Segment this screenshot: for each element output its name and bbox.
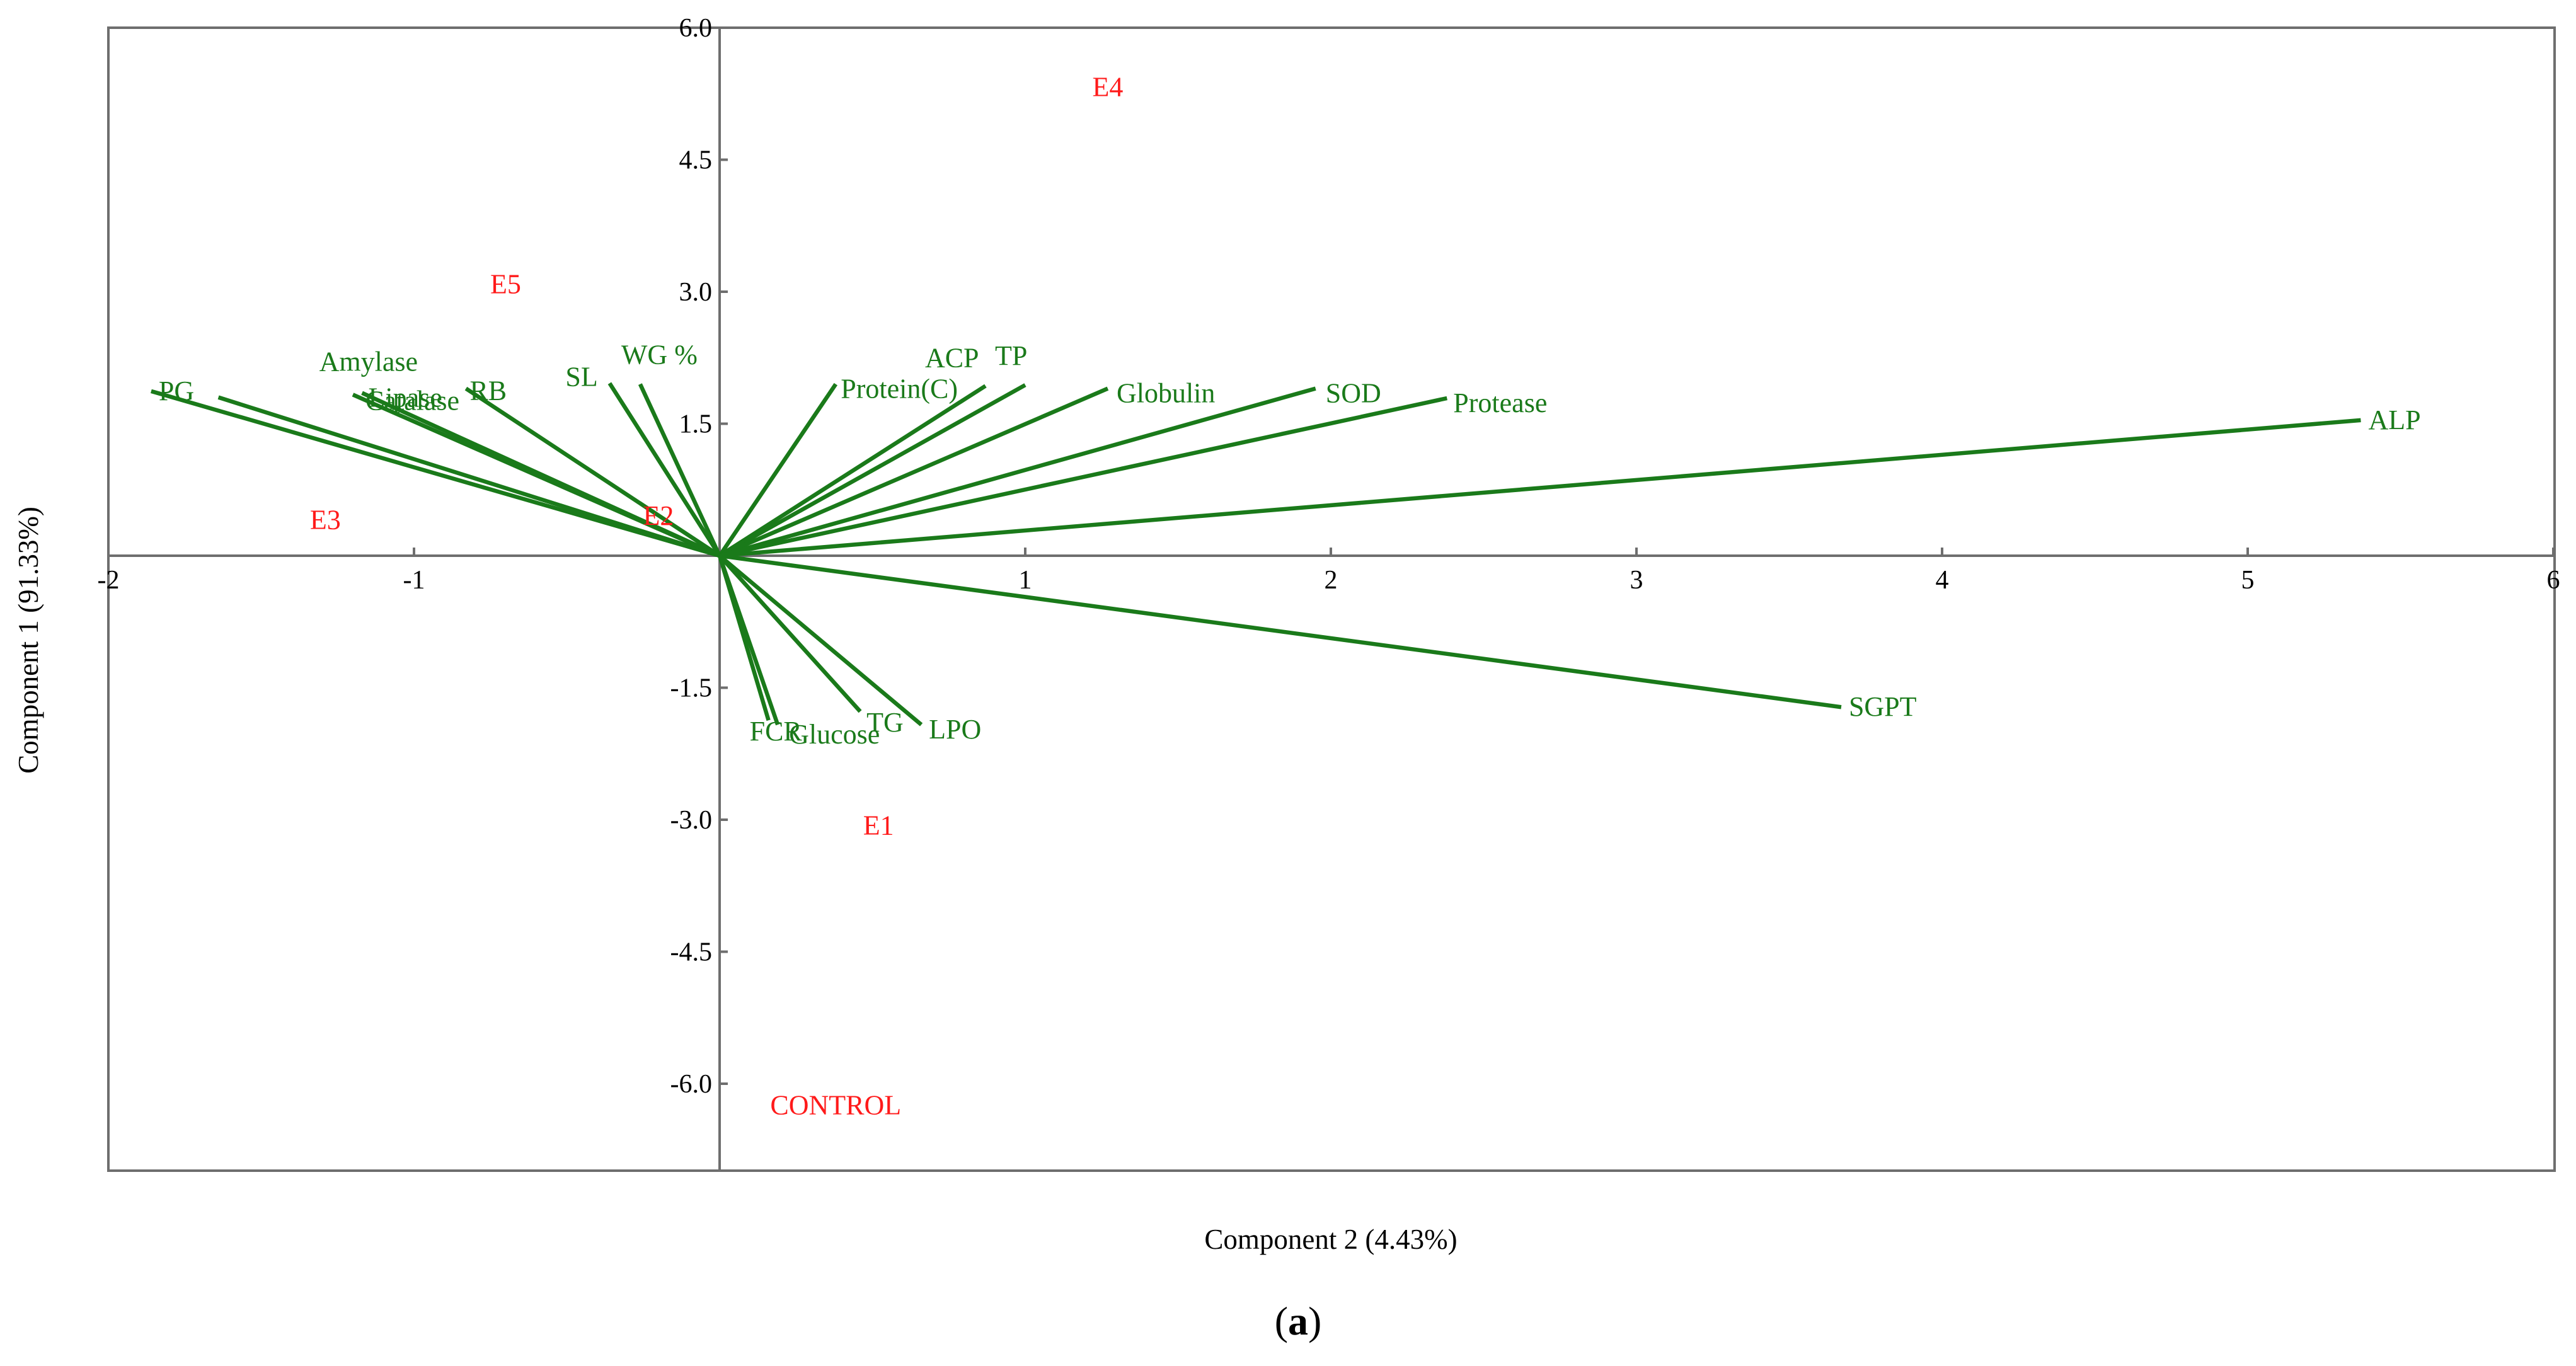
plot-frame <box>107 26 2556 1172</box>
caption-open: ( <box>1275 1299 1288 1343</box>
loading-vector <box>717 554 780 726</box>
loading-label: Amylase <box>319 347 418 377</box>
loading-vector <box>464 386 721 558</box>
y-tick-label: 3.0 <box>679 278 713 307</box>
sample-points: E4 E5 E3 E2 E1 CONTROL <box>310 72 1123 1121</box>
y-tick-label: 4.5 <box>679 146 713 175</box>
loading-vector <box>719 418 2361 558</box>
loading-label: WG % <box>621 340 698 370</box>
y-tick-label: -6.0 <box>670 1070 713 1099</box>
x-tick-label: -2 <box>98 566 120 595</box>
loading-label: Lipase <box>369 382 442 413</box>
y-axis-label: Component 1 (91.33%) <box>13 507 44 774</box>
x-tick-label: -1 <box>403 566 425 595</box>
loading-vector <box>718 382 837 557</box>
loading-label: ACP <box>925 342 979 373</box>
figure-caption: (a) <box>1275 1299 1322 1343</box>
sample-label: E4 <box>1093 72 1124 103</box>
loading-vector <box>719 396 1447 558</box>
caption-letter: a <box>1288 1299 1308 1343</box>
loading-label: PG <box>159 376 194 406</box>
loading-vector <box>607 382 722 557</box>
loading-label: SOD <box>1326 378 1381 409</box>
y-tick-label: 1.5 <box>679 410 713 439</box>
loading-vectors <box>150 382 2361 726</box>
loading-label: TG <box>866 707 904 738</box>
loading-label: Catalase <box>365 385 459 416</box>
sample-label: CONTROL <box>770 1090 901 1121</box>
loading-vector <box>638 383 722 557</box>
loading-label: SGPT <box>1849 691 1917 722</box>
loading-vector <box>719 553 1842 709</box>
sample-label: E5 <box>490 268 521 299</box>
loading-vector <box>150 389 720 558</box>
x-axis-label: Component 2 (4.43%) <box>1204 1224 1457 1255</box>
loading-label: LPO <box>929 714 981 745</box>
loading-vector <box>718 383 1026 558</box>
loading-vector <box>361 391 721 558</box>
loading-vector <box>718 384 987 558</box>
loading-label: Protein(C) <box>841 374 958 405</box>
y-tick-label: -1.5 <box>670 674 713 703</box>
loading-label: Globulin <box>1117 378 1215 409</box>
sample-label: E2 <box>643 500 674 531</box>
loading-label: TP <box>995 340 1027 371</box>
x-tick-label: 4 <box>1936 566 1949 595</box>
loading-vector <box>217 395 720 558</box>
loading-vector <box>718 554 862 713</box>
caption-close: ) <box>1308 1299 1321 1343</box>
loading-label: SL <box>565 361 597 392</box>
loading-label: FCR <box>750 716 803 747</box>
x-tick-label: 3 <box>1630 566 1643 595</box>
ticks: -2 -1 1 2 3 4 5 6 6.0 4.5 3.0 1.5 -1.5 -3.0 -4.5 -6.0 <box>98 14 2560 1099</box>
loading-vector <box>718 386 1109 558</box>
x-tick-label: 5 <box>2241 566 2255 595</box>
loading-vector <box>718 554 923 726</box>
loading-label: ALP <box>2368 405 2420 435</box>
sample-label: E3 <box>310 505 341 536</box>
x-tick-label: 6 <box>2547 566 2560 595</box>
y-tick-label: -4.5 <box>670 938 713 967</box>
y-tick-label: -3.0 <box>670 806 713 835</box>
axes <box>108 28 2555 1171</box>
loading-label: Glucose <box>789 719 880 750</box>
y-tick-label: 6.0 <box>679 14 713 43</box>
x-tick-label: 1 <box>1019 566 1032 595</box>
loading-vector <box>719 386 1316 558</box>
loading-label: RB <box>469 376 507 406</box>
x-tick-label: 2 <box>1325 566 1338 595</box>
loading-label: Protease <box>1453 387 1547 418</box>
sample-label: E1 <box>863 810 894 841</box>
